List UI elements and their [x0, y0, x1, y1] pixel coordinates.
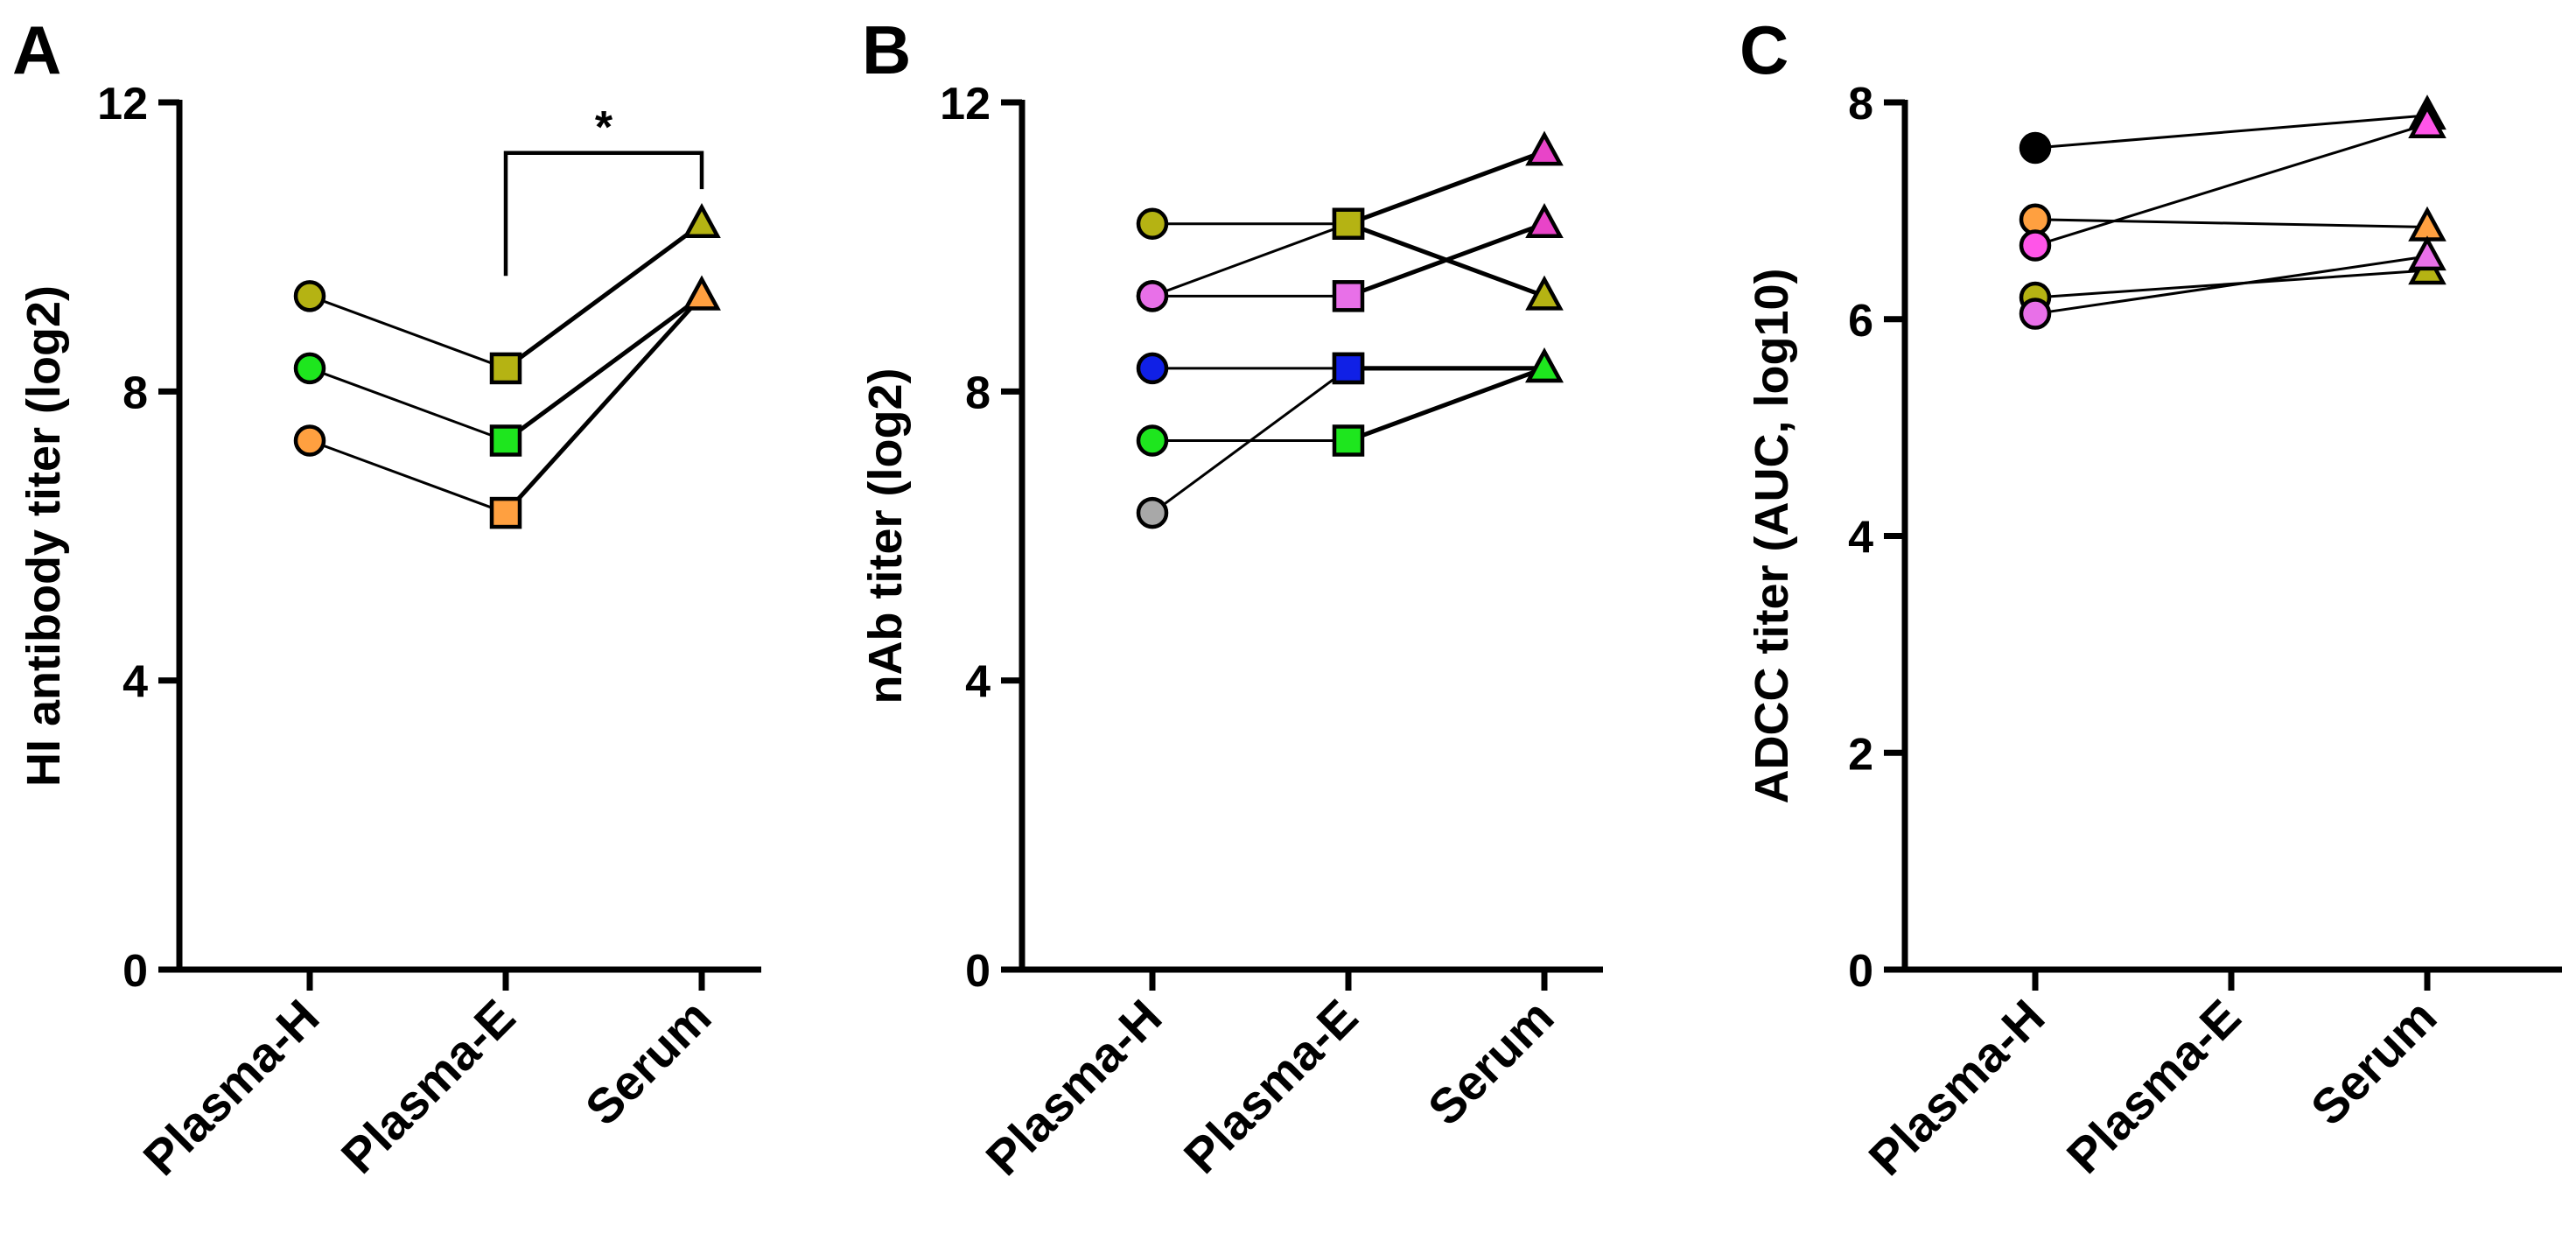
y-tick-label-c-6: 6	[1848, 296, 1873, 347]
point-b-s2-serum	[1525, 130, 1564, 166]
point-c-s2-plasma-h	[2019, 203, 2052, 236]
x-tick-label-c-serum: Serum	[2300, 989, 2447, 1136]
panel-a: A 0 4 8 12 HI antibody titer (log2) Plasma-H P…	[12, 11, 761, 1186]
series-line-a-s2-0	[309, 367, 507, 442]
y-tick-label-c-4: 4	[1848, 513, 1873, 564]
point-c-s3-plasma-h	[2019, 229, 2052, 262]
y-tick-label-c-2: 2	[1848, 729, 1873, 780]
point-c-s5-serum	[2408, 235, 2446, 271]
y-tick-label-a-12: 12	[97, 79, 148, 130]
point-c-s5-plasma-h	[2019, 298, 2052, 330]
point-a-s2-plasma-e	[489, 424, 522, 457]
y-tick-label-a-4: 4	[122, 657, 148, 708]
point-a-s1-plasma-e	[489, 352, 522, 385]
point-b-s6-plasma-h	[1136, 496, 1169, 529]
panel-letter-b: B	[862, 11, 911, 88]
x-tick-label-a-plasma-e: Plasma-E	[331, 989, 526, 1184]
x-tick-label-a-serum: Serum	[575, 989, 722, 1136]
point-b-s6-serum	[1525, 347, 1564, 383]
point-a-s2-plasma-h	[293, 352, 326, 385]
y-tick-label-b-8: 8	[965, 368, 990, 418]
x-tick-label-c-plasma-h: Plasma-H	[1858, 989, 2054, 1186]
point-a-s1-serum	[682, 203, 721, 238]
point-c-s2-serum	[2408, 206, 2446, 242]
x-tick-label-c-plasma-e: Plasma-E	[2056, 989, 2251, 1184]
point-b-s5-plasma-e	[1332, 424, 1365, 457]
y-tick-label-b-0: 0	[965, 946, 990, 997]
series-line-a-s1-1	[504, 221, 704, 370]
point-b-s5-plasma-h	[1136, 424, 1169, 457]
x-tick-label-a-plasma-h: Plasma-H	[132, 989, 329, 1186]
y-axis-label-c: ADCC titer (AUC, log10)	[1746, 268, 1798, 803]
series-line-a-s2-1	[504, 294, 704, 443]
panel-c: C 0 2 4 6 8 ADCC titer (AUC, log10) Plasma-H Pl…	[1740, 11, 2562, 1186]
point-b-s1-plasma-h	[1136, 207, 1169, 240]
x-tick-label-b-plasma-h: Plasma-H	[975, 989, 1172, 1186]
series-line-c-s5-0	[2034, 255, 2428, 316]
y-tick-label-c-0: 0	[1848, 946, 1873, 997]
point-a-s3-plasma-e	[489, 496, 522, 529]
y-axis-label-b: nAb titer (log2)	[859, 368, 912, 704]
panel-b: B 0 4 8 12 nAb titer (log2) Plasma-H Plasma-E S…	[859, 11, 1603, 1186]
y-tick-label-a-0: 0	[122, 946, 148, 997]
point-b-s3-plasma-e	[1332, 280, 1365, 312]
point-b-s1-serum	[1525, 275, 1564, 311]
panel-letter-c: C	[1740, 11, 1788, 88]
series-line-b-s3-1	[1348, 221, 1545, 298]
series-line-b-s6-0	[1152, 367, 1349, 515]
y-tick-label-b-12: 12	[940, 79, 990, 130]
series-line-b-s2-0	[1152, 222, 1349, 298]
point-a-s1-plasma-h	[293, 280, 326, 312]
point-b-s3-serum	[1525, 203, 1564, 238]
point-c-s1-plasma-h	[2019, 131, 2052, 165]
series-line-b-s2-1	[1348, 149, 1545, 227]
x-tick-label-b-serum: Serum	[1418, 989, 1564, 1136]
series-line-c-s1-0	[2034, 114, 2428, 150]
point-a-s3-plasma-h	[293, 424, 326, 457]
point-c-s3-serum	[2408, 103, 2446, 139]
point-b-s2-plasma-e	[1332, 207, 1365, 240]
point-a-s3-serum	[682, 275, 721, 311]
series-line-a-s1-0	[309, 294, 507, 370]
significance-bracket-a	[503, 151, 704, 277]
series-line-a-s3-0	[309, 439, 507, 515]
y-axis-label-a: HI antibody titer (log2)	[18, 285, 70, 787]
series-line-b-s5-1	[1348, 366, 1545, 443]
panel-letter-a: A	[12, 11, 61, 88]
series-line-a-s3-1	[504, 294, 704, 515]
y-tick-label-b-4: 4	[965, 657, 990, 708]
series-line-c-s3-0	[2034, 123, 2428, 247]
point-b-s3-plasma-h	[1136, 280, 1169, 312]
x-tick-label-b-plasma-e: Plasma-E	[1173, 989, 1368, 1184]
series-line-c-s2-0	[2034, 218, 2428, 228]
point-b-s4-plasma-h	[1136, 352, 1169, 385]
point-b-s6-plasma-e	[1332, 352, 1365, 385]
y-tick-label-c-8: 8	[1848, 79, 1873, 130]
y-tick-label-a-8: 8	[122, 368, 148, 418]
significance-star-a: *	[595, 102, 613, 153]
